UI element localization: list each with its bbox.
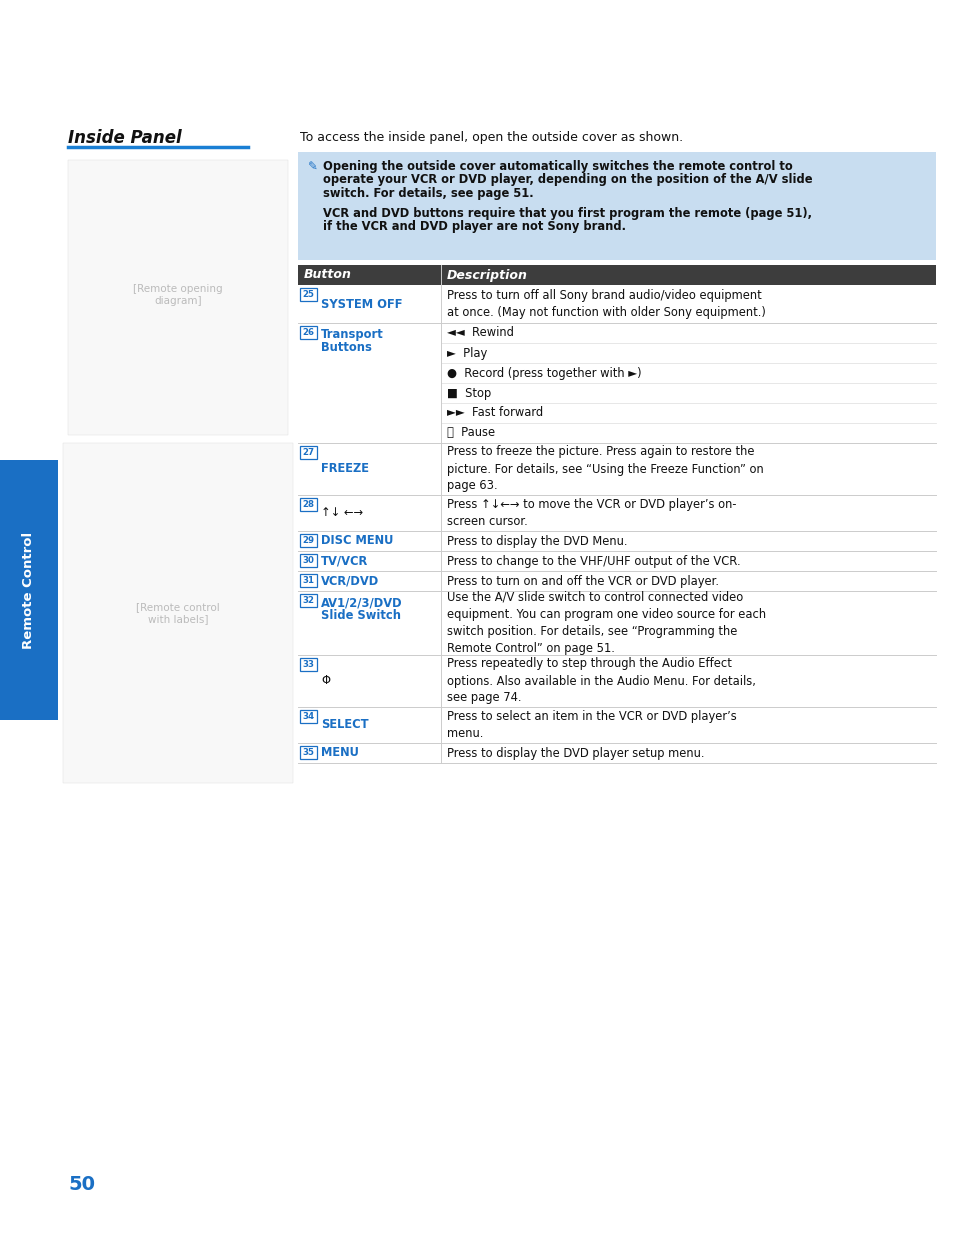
Text: Press to change to the VHF/UHF output of the VCR.: Press to change to the VHF/UHF output of… xyxy=(447,555,740,568)
Text: ◄◄  Rewind: ◄◄ Rewind xyxy=(447,326,514,340)
Text: Opening the outside cover automatically switches the remote control to: Opening the outside cover automatically … xyxy=(323,161,792,173)
FancyBboxPatch shape xyxy=(297,152,935,261)
Text: 35: 35 xyxy=(302,748,314,757)
Text: ►►  Fast forward: ►► Fast forward xyxy=(447,406,542,420)
Text: FREEZE: FREEZE xyxy=(320,462,369,475)
Text: Press repeatedly to step through the Audio Effect
options. Also available in the: Press repeatedly to step through the Aud… xyxy=(447,657,755,704)
Text: ■  Stop: ■ Stop xyxy=(447,387,491,399)
Text: 34: 34 xyxy=(302,713,314,721)
Text: Button: Button xyxy=(304,268,352,282)
FancyBboxPatch shape xyxy=(297,743,935,763)
Text: Remote Control: Remote Control xyxy=(23,531,35,648)
FancyBboxPatch shape xyxy=(0,459,58,720)
Text: Press to display the DVD player setup menu.: Press to display the DVD player setup me… xyxy=(447,746,703,760)
FancyBboxPatch shape xyxy=(297,571,935,592)
Text: 25: 25 xyxy=(302,290,314,299)
FancyBboxPatch shape xyxy=(68,161,288,435)
Text: Press to display the DVD Menu.: Press to display the DVD Menu. xyxy=(447,535,627,547)
FancyBboxPatch shape xyxy=(297,285,935,324)
Text: Buttons: Buttons xyxy=(320,341,372,354)
Text: 27: 27 xyxy=(302,448,314,457)
Text: switch. For details, see page 51.: switch. For details, see page 51. xyxy=(323,186,533,200)
Text: SELECT: SELECT xyxy=(320,719,368,731)
Text: VCR/DVD: VCR/DVD xyxy=(320,574,379,588)
FancyBboxPatch shape xyxy=(297,592,935,655)
Text: VCR and DVD buttons require that you first program the remote (page 51),: VCR and DVD buttons require that you fir… xyxy=(323,206,811,220)
Text: 26: 26 xyxy=(302,329,314,337)
Text: Inside Panel: Inside Panel xyxy=(68,128,182,147)
Text: Press to turn on and off the VCR or DVD player.: Press to turn on and off the VCR or DVD … xyxy=(447,574,719,588)
Text: Use the A/V slide switch to control connected video
equipment. You can program o: Use the A/V slide switch to control conn… xyxy=(447,592,765,655)
Text: DISC MENU: DISC MENU xyxy=(320,535,393,547)
Text: [Remote control
with labels]: [Remote control with labels] xyxy=(136,603,219,624)
FancyBboxPatch shape xyxy=(297,655,935,706)
Text: ↑↓ ←→: ↑↓ ←→ xyxy=(320,506,363,520)
Text: Press to turn off all Sony brand audio/video equipment
at once. (May not functio: Press to turn off all Sony brand audio/v… xyxy=(447,289,765,319)
FancyBboxPatch shape xyxy=(297,706,935,743)
FancyBboxPatch shape xyxy=(297,266,935,285)
Text: Press to freeze the picture. Press again to restore the
picture. For details, se: Press to freeze the picture. Press again… xyxy=(447,446,763,493)
Text: ►  Play: ► Play xyxy=(447,347,487,359)
Text: Press to select an item in the VCR or DVD player’s
menu.: Press to select an item in the VCR or DV… xyxy=(447,710,736,740)
Text: Φ: Φ xyxy=(320,674,330,688)
Text: TV/VCR: TV/VCR xyxy=(320,555,368,568)
Text: operate your VCR or DVD player, depending on the position of the A/V slide: operate your VCR or DVD player, dependin… xyxy=(323,173,812,186)
Text: 50: 50 xyxy=(68,1176,95,1194)
Text: SYSTEM OFF: SYSTEM OFF xyxy=(320,298,402,310)
Text: Transport: Transport xyxy=(320,329,383,341)
FancyBboxPatch shape xyxy=(297,495,935,531)
Text: Press ↑↓←→ to move the VCR or DVD player’s on-
screen cursor.: Press ↑↓←→ to move the VCR or DVD player… xyxy=(447,498,736,529)
Text: 33: 33 xyxy=(302,659,314,669)
Text: if the VCR and DVD player are not Sony brand.: if the VCR and DVD player are not Sony b… xyxy=(323,220,625,233)
Text: AV1/2/3/DVD: AV1/2/3/DVD xyxy=(320,597,402,609)
Text: 30: 30 xyxy=(302,556,314,564)
Text: [Remote opening
diagram]: [Remote opening diagram] xyxy=(133,284,223,306)
Text: 32: 32 xyxy=(302,597,314,605)
FancyBboxPatch shape xyxy=(297,443,935,495)
Text: ⏸  Pause: ⏸ Pause xyxy=(447,426,495,440)
Text: Slide Switch: Slide Switch xyxy=(320,609,400,622)
Text: 28: 28 xyxy=(302,500,314,509)
FancyBboxPatch shape xyxy=(63,443,293,783)
Text: ●  Record (press together with ►): ● Record (press together with ►) xyxy=(447,367,641,379)
Text: 31: 31 xyxy=(302,576,314,585)
Text: To access the inside panel, open the outside cover as shown.: To access the inside panel, open the out… xyxy=(299,131,682,144)
FancyBboxPatch shape xyxy=(297,551,935,571)
Text: ✎: ✎ xyxy=(308,161,317,173)
Text: 29: 29 xyxy=(302,536,314,545)
FancyBboxPatch shape xyxy=(297,531,935,551)
FancyBboxPatch shape xyxy=(297,324,935,443)
Text: Description: Description xyxy=(447,268,527,282)
Text: MENU: MENU xyxy=(320,746,358,760)
